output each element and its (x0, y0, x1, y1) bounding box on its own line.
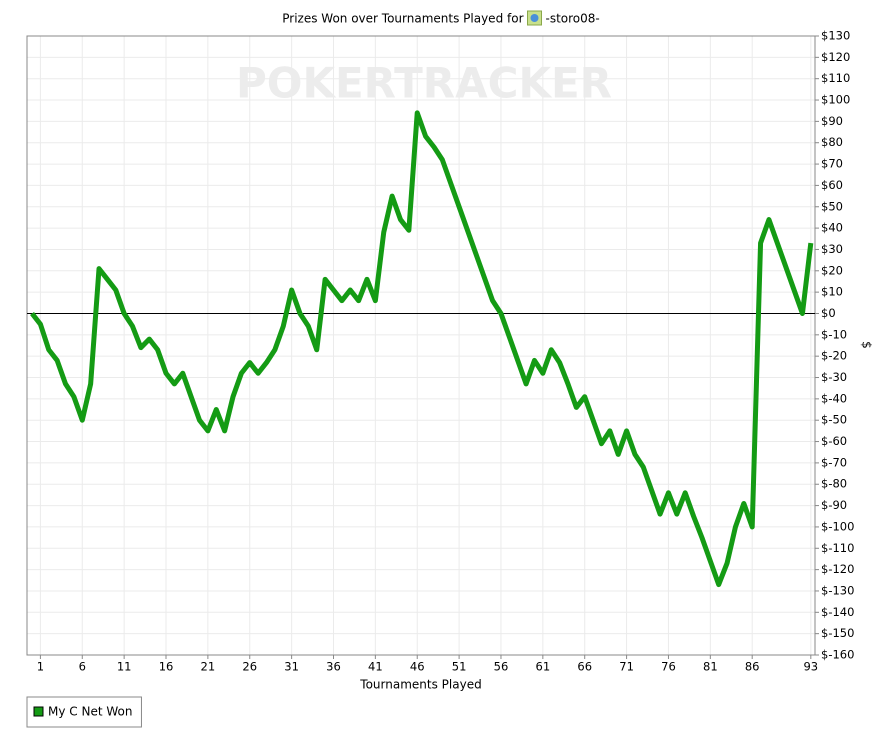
x-tick-label: 76 (661, 660, 676, 674)
y-tick-label: $-130 (821, 583, 854, 597)
y-tick-label: $90 (821, 114, 843, 128)
x-tick-label: 41 (368, 660, 383, 674)
y-tick-label: $-10 (821, 327, 847, 341)
y-tick-label: $120 (821, 50, 850, 64)
player-icon (527, 10, 542, 26)
y-tick-label: $50 (821, 199, 843, 213)
y-tick-label: $-150 (821, 626, 854, 640)
x-tick-label: 66 (577, 660, 592, 674)
y-tick-label: $-100 (821, 519, 854, 533)
x-tick-label: 56 (494, 660, 509, 674)
y-tick-label: $0 (821, 306, 836, 320)
x-tick-label: 93 (803, 660, 818, 674)
y-tick-label: $80 (821, 135, 843, 149)
y-tick-label: $-80 (821, 477, 847, 491)
x-tick-label: 81 (703, 660, 718, 674)
x-tick-label: 61 (536, 660, 551, 674)
data-line (30, 110, 814, 588)
chart-title: Prizes Won over Tournaments Played for (282, 12, 523, 26)
y-tick-label: $-140 (821, 605, 854, 619)
y-tick-label: $110 (821, 71, 850, 85)
y-tick-label: $-60 (821, 434, 847, 448)
y-tick-label: $10 (821, 285, 843, 299)
y-tick-label: $40 (821, 221, 843, 235)
y-tick-label: $30 (821, 242, 843, 256)
x-tick-label: 51 (452, 660, 467, 674)
legend: My C Net Won (26, 696, 142, 728)
x-axis-label: Tournaments Played (359, 678, 481, 692)
y-tick-label: $-50 (821, 413, 847, 427)
x-tick-label: 6 (79, 660, 86, 674)
x-tick-label: 31 (284, 660, 299, 674)
y-tick-label: $-30 (821, 370, 847, 384)
y-tick-label: $-110 (821, 541, 854, 555)
player-name: -storo08- (546, 12, 600, 26)
y-tick-label: $-70 (821, 455, 847, 469)
y-axis-label: $ (860, 341, 874, 349)
y-tick-label: $-160 (821, 648, 854, 662)
x-tick-label: 86 (745, 660, 760, 674)
y-tick-label: $100 (821, 93, 850, 107)
legend-box (26, 696, 142, 728)
x-tick-label: 71 (619, 660, 634, 674)
x-tick-label: 1 (37, 660, 44, 674)
y-tick-label: $-90 (821, 498, 847, 512)
y-tick-label: $20 (821, 263, 843, 277)
y-tick-label: $70 (821, 157, 843, 171)
x-tick-label: 36 (326, 660, 341, 674)
x-tick-label: 26 (242, 660, 257, 674)
plot-frame (26, 35, 816, 656)
x-tick-label: 11 (117, 660, 132, 674)
legend-label: My C Net Won (48, 705, 132, 719)
y-tick-label: $-40 (821, 391, 847, 405)
y-tick-label: $-20 (821, 349, 847, 363)
x-tick-label: 21 (201, 660, 216, 674)
watermark: POKERTRACKER (236, 59, 612, 108)
x-tick-label: 46 (410, 660, 425, 674)
x-tick-label: 16 (159, 660, 174, 674)
y-tick-label: $130 (821, 29, 850, 43)
y-tick-label: $-120 (821, 562, 854, 576)
legend-swatch (33, 706, 44, 717)
y-tick-label: $60 (821, 178, 843, 192)
